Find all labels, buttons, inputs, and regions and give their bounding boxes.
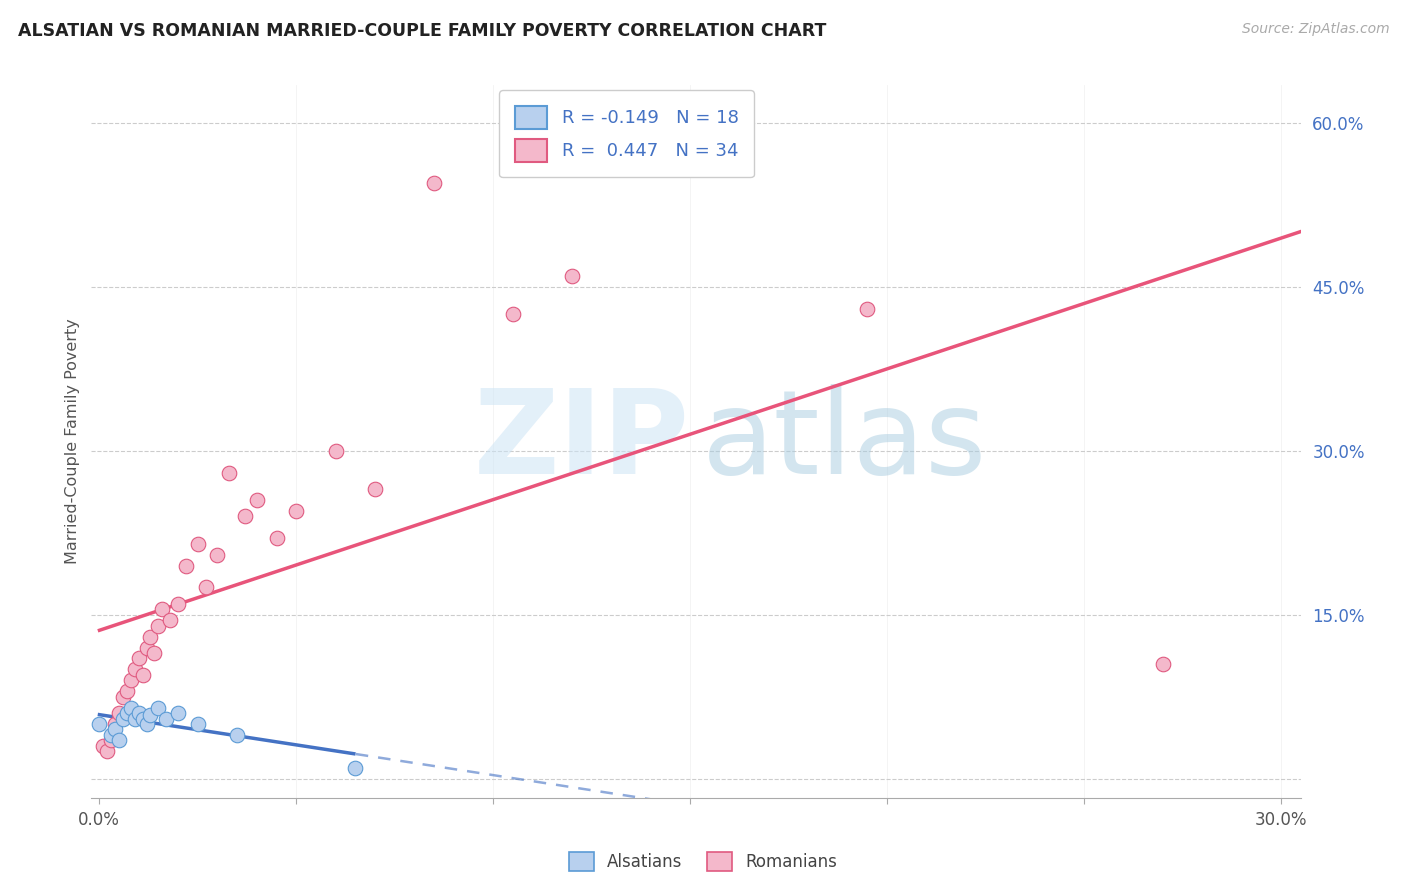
Point (131, 668, 153, 682)
Point (111, 690, 134, 704)
Legend: Alsatians, Romanians: Alsatians, Romanians (560, 843, 846, 880)
Point (124, 712, 146, 726)
Point (115, 706, 138, 720)
Point (174, 558, 197, 573)
Point (124, 662, 146, 676)
Point (150, 602, 173, 616)
Point (96, 744, 118, 758)
Point (91, 739, 114, 753)
Point (233, 509, 256, 524)
Point (325, 443, 347, 458)
Point (194, 581, 217, 595)
Text: ALSATIAN VS ROMANIAN MARRIED-COUPLE FAMILY POVERTY CORRELATION CHART: ALSATIAN VS ROMANIAN MARRIED-COUPLE FAMI… (18, 22, 827, 40)
Point (561, 268, 583, 283)
Point (115, 684, 138, 698)
Point (266, 531, 288, 545)
Point (100, 728, 122, 742)
Point (104, 717, 127, 731)
Point (207, 548, 229, 562)
Point (143, 646, 166, 660)
Point (111, 712, 134, 726)
Point (226, 728, 249, 742)
Point (246, 493, 269, 508)
Legend: R = -0.149   N = 18, R =  0.447   N = 34: R = -0.149 N = 18, R = 0.447 N = 34 (499, 90, 754, 178)
Point (148, 700, 170, 714)
Point (344, 761, 367, 775)
Point (135, 640, 157, 655)
Point (155, 712, 177, 726)
Point (135, 717, 157, 731)
Point (159, 613, 181, 627)
Point (139, 708, 162, 723)
Point (285, 504, 308, 518)
Point (108, 706, 131, 720)
Point (364, 482, 387, 496)
Point (148, 618, 170, 632)
Point (108, 733, 131, 747)
Text: Source: ZipAtlas.com: Source: ZipAtlas.com (1241, 22, 1389, 37)
Point (120, 700, 142, 714)
Point (502, 307, 524, 321)
Point (131, 712, 153, 726)
Point (100, 733, 122, 747)
Point (120, 673, 142, 688)
Point (167, 706, 190, 720)
Point (187, 717, 209, 731)
Text: ZIP: ZIP (474, 384, 690, 499)
Point (104, 723, 127, 737)
Point (187, 537, 209, 551)
Point (856, 301, 879, 316)
Y-axis label: Married-Couple Family Poverty: Married-Couple Family Poverty (65, 318, 80, 565)
Point (128, 651, 150, 665)
Point (1152, 657, 1174, 671)
Text: atlas: atlas (702, 384, 987, 499)
Point (218, 466, 240, 480)
Point (167, 597, 190, 611)
Point (89, 717, 111, 731)
Point (139, 630, 162, 644)
Point (128, 706, 150, 720)
Point (423, 176, 446, 190)
